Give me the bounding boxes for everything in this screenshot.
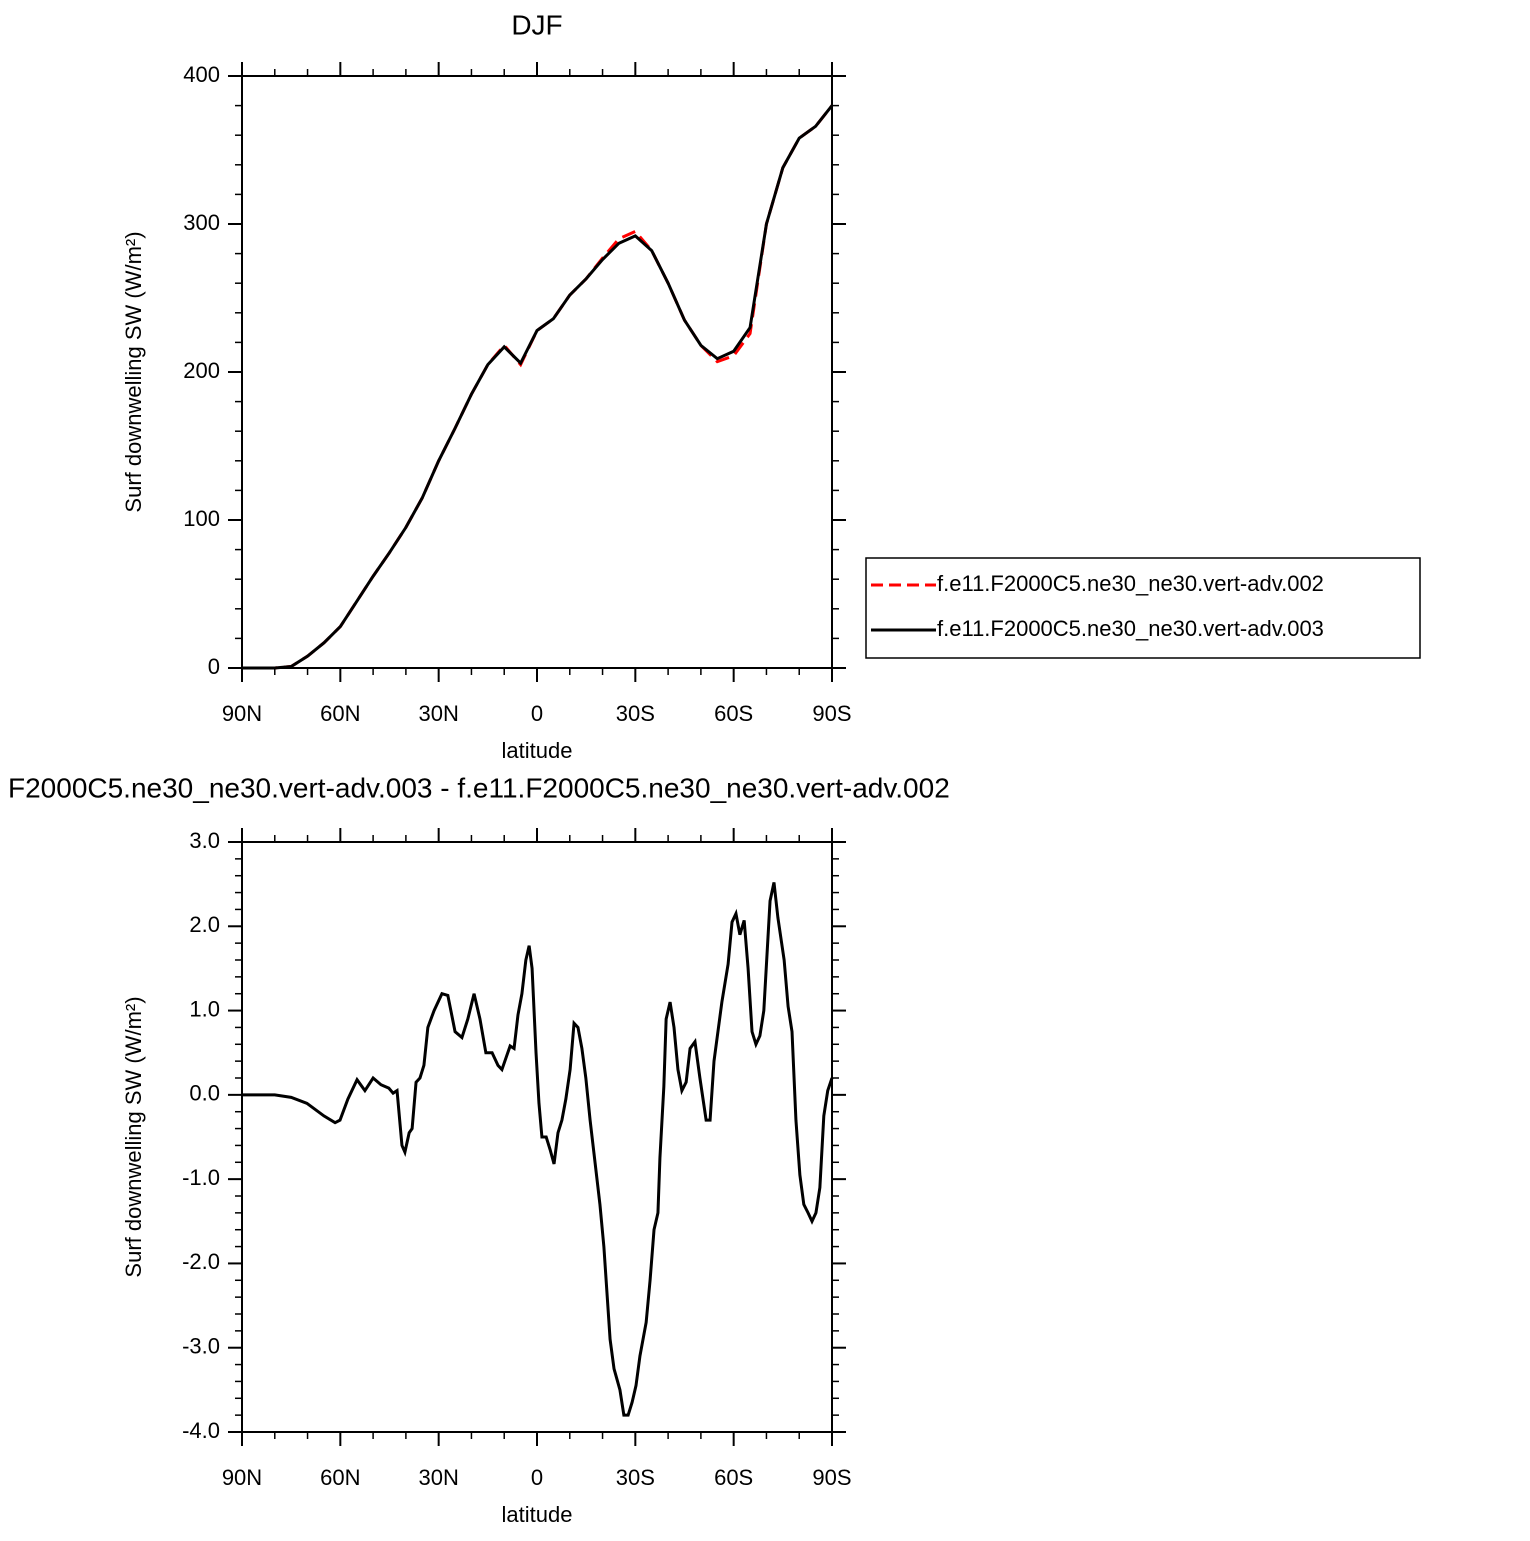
y-tick-label: 300 (183, 210, 220, 235)
x-tick-label: 0 (531, 1465, 543, 1490)
y-tick-label: 0 (208, 654, 220, 679)
data-line (242, 104, 834, 670)
data-line (242, 104, 834, 670)
y-tick-label: -4.0 (182, 1418, 220, 1443)
y-tick-label: 1.0 (189, 996, 220, 1021)
y-axis-label: Surf downwelling SW (W/m²) (121, 231, 146, 512)
x-tick-label: 90S (812, 1465, 851, 1490)
x-tick-label: 30S (616, 1465, 655, 1490)
x-tick-label: 60N (320, 1465, 360, 1490)
x-tick-label: 30N (418, 1465, 458, 1490)
y-tick-label: 3.0 (189, 828, 220, 853)
data-line (242, 882, 834, 1417)
x-tick-label: 0 (531, 701, 543, 726)
x-tick-label: 90N (222, 701, 262, 726)
y-tick-label: -2.0 (182, 1249, 220, 1274)
y-axis-label: Surf downwelling SW (W/m²) (121, 996, 146, 1277)
x-tick-label: 90S (812, 701, 851, 726)
y-tick-label: 400 (183, 62, 220, 87)
x-tick-label: 30N (418, 701, 458, 726)
x-tick-label: 60S (714, 1465, 753, 1490)
y-tick-label: -1.0 (182, 1165, 220, 1190)
legend-box (865, 557, 1421, 659)
y-tick-label: -3.0 (182, 1334, 220, 1359)
x-tick-label: 60S (714, 701, 753, 726)
legend-label: f.e11.F2000C5.ne30_ne30.vert-adv.002 (937, 571, 1324, 596)
y-tick-label: 200 (183, 358, 220, 383)
plot-frame (241, 75, 833, 669)
x-axis-label: latitude (502, 738, 573, 763)
x-axis-label: latitude (502, 1502, 573, 1527)
x-tick-label: 30S (616, 701, 655, 726)
y-tick-label: 2.0 (189, 912, 220, 937)
x-tick-label: 60N (320, 701, 360, 726)
legend-label: f.e11.F2000C5.ne30_ne30.vert-adv.003 (937, 616, 1324, 641)
x-tick-label: 90N (222, 1465, 262, 1490)
legend: f.e11.F2000C5.ne30_ne30.vert-adv.002 f.e1… (865, 557, 1421, 659)
chart-title: F2000C5.ne30_ne30.vert-adv.003 - f.e11.F… (8, 772, 950, 803)
y-tick-label: 0.0 (189, 1081, 220, 1106)
chart-title: DJF (511, 9, 562, 40)
y-tick-label: 100 (183, 506, 220, 531)
